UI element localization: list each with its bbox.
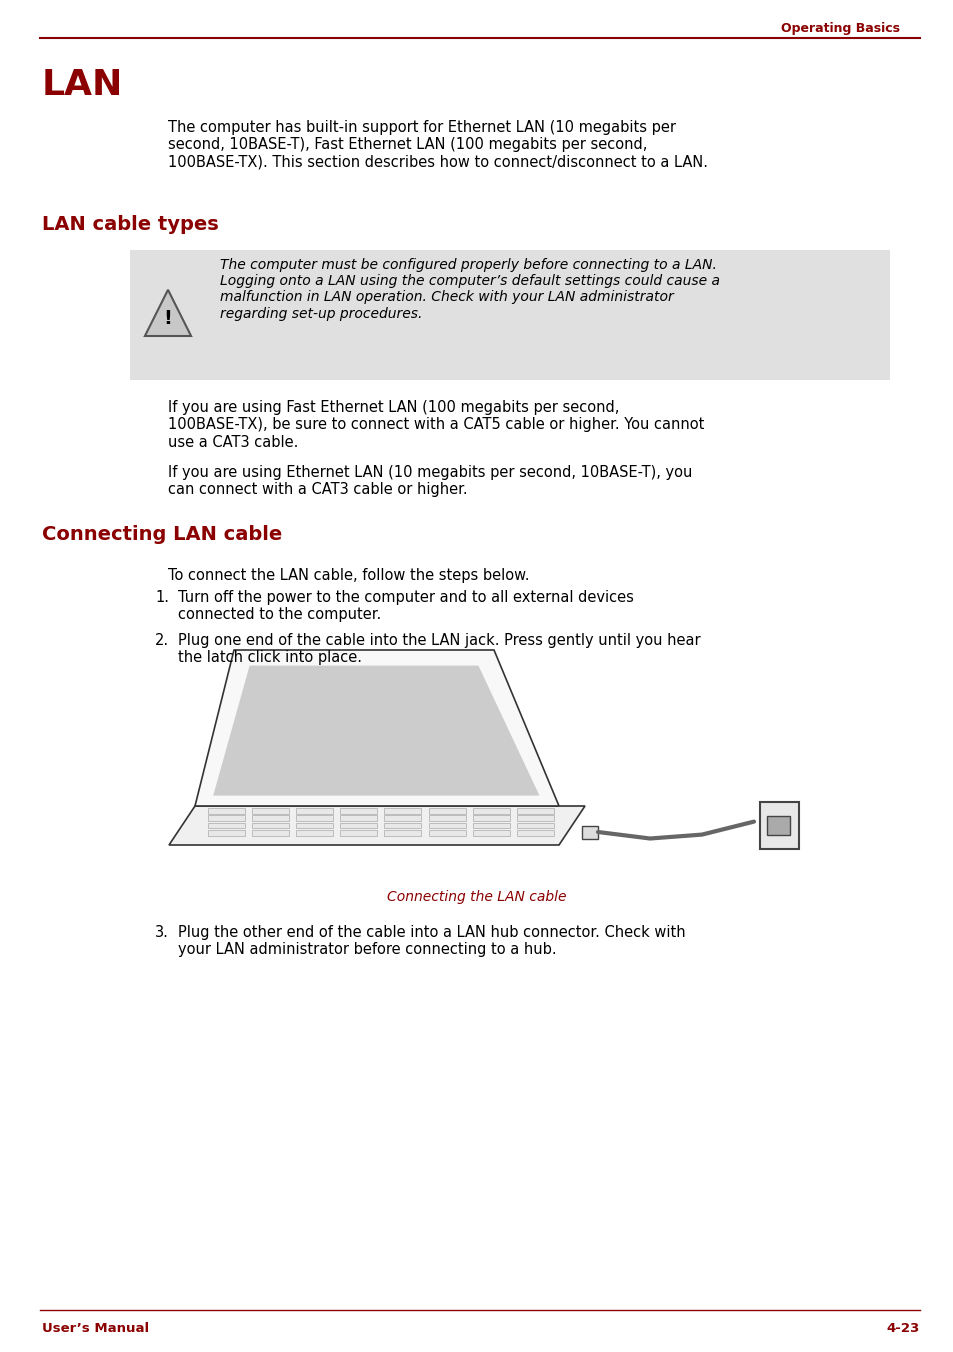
FancyBboxPatch shape [295, 822, 333, 829]
FancyBboxPatch shape [252, 815, 289, 821]
FancyBboxPatch shape [340, 815, 376, 821]
FancyBboxPatch shape [384, 815, 421, 821]
FancyBboxPatch shape [760, 802, 799, 849]
FancyBboxPatch shape [384, 822, 421, 829]
FancyBboxPatch shape [340, 830, 376, 836]
Text: Connecting the LAN cable: Connecting the LAN cable [387, 890, 566, 904]
FancyBboxPatch shape [252, 822, 289, 829]
FancyBboxPatch shape [473, 815, 509, 821]
Text: Plug the other end of the cable into a LAN hub connector. Check with
your LAN ad: Plug the other end of the cable into a L… [178, 925, 685, 957]
FancyBboxPatch shape [473, 830, 509, 836]
FancyBboxPatch shape [428, 815, 465, 821]
FancyBboxPatch shape [208, 822, 244, 829]
Text: If you are using Fast Ethernet LAN (100 megabits per second,
100BASE-TX), be sur: If you are using Fast Ethernet LAN (100 … [168, 400, 703, 450]
Text: 4-23: 4-23 [886, 1322, 919, 1334]
FancyBboxPatch shape [384, 830, 421, 836]
Text: Turn off the power to the computer and to all external devices
connected to the : Turn off the power to the computer and t… [178, 589, 633, 622]
FancyBboxPatch shape [295, 830, 333, 836]
Text: Operating Basics: Operating Basics [781, 22, 899, 35]
Text: To connect the LAN cable, follow the steps below.: To connect the LAN cable, follow the ste… [168, 568, 529, 583]
FancyBboxPatch shape [428, 808, 465, 814]
Text: Plug one end of the cable into the LAN jack. Press gently until you hear
the lat: Plug one end of the cable into the LAN j… [178, 633, 700, 665]
Text: Connecting LAN cable: Connecting LAN cable [42, 525, 282, 544]
FancyBboxPatch shape [473, 808, 509, 814]
FancyBboxPatch shape [208, 808, 244, 814]
FancyBboxPatch shape [130, 250, 889, 380]
FancyBboxPatch shape [340, 822, 376, 829]
Text: LAN cable types: LAN cable types [42, 215, 218, 234]
Text: The computer has built-in support for Ethernet LAN (10 megabits per
second, 10BA: The computer has built-in support for Et… [168, 120, 707, 170]
FancyBboxPatch shape [581, 826, 598, 838]
FancyBboxPatch shape [208, 830, 244, 836]
Text: !: ! [163, 310, 172, 329]
FancyBboxPatch shape [473, 822, 509, 829]
FancyBboxPatch shape [517, 808, 554, 814]
Text: LAN: LAN [42, 68, 123, 101]
FancyBboxPatch shape [208, 815, 244, 821]
FancyBboxPatch shape [766, 817, 790, 834]
FancyBboxPatch shape [295, 808, 333, 814]
FancyBboxPatch shape [428, 822, 465, 829]
Polygon shape [169, 806, 584, 845]
Text: 3.: 3. [154, 925, 169, 940]
Polygon shape [145, 289, 191, 337]
FancyBboxPatch shape [295, 815, 333, 821]
FancyBboxPatch shape [517, 822, 554, 829]
FancyBboxPatch shape [384, 808, 421, 814]
FancyBboxPatch shape [252, 808, 289, 814]
FancyBboxPatch shape [252, 830, 289, 836]
FancyBboxPatch shape [517, 815, 554, 821]
Text: 1.: 1. [154, 589, 169, 604]
Text: 2.: 2. [154, 633, 169, 648]
Text: The computer must be configured properly before connecting to a LAN.
Logging ont: The computer must be configured properly… [220, 258, 720, 320]
Text: If you are using Ethernet LAN (10 megabits per second, 10BASE-T), you
can connec: If you are using Ethernet LAN (10 megabi… [168, 465, 692, 498]
Text: User’s Manual: User’s Manual [42, 1322, 149, 1334]
FancyBboxPatch shape [517, 830, 554, 836]
FancyBboxPatch shape [340, 808, 376, 814]
FancyBboxPatch shape [428, 830, 465, 836]
Polygon shape [213, 665, 539, 795]
Polygon shape [194, 650, 558, 806]
